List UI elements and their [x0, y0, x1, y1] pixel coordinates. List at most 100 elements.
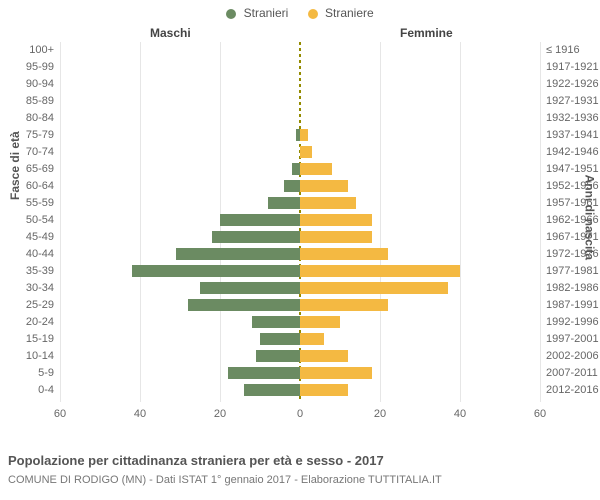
birth-years-label: 1967-1971: [546, 231, 600, 243]
female-bar: [300, 384, 348, 396]
birth-years-label: 1997-2001: [546, 333, 600, 345]
age-band-label: 90-94: [0, 78, 54, 90]
x-tick-label: 60: [40, 408, 80, 420]
birth-years-label: 1932-1936: [546, 112, 600, 124]
pyramid-row: 45-491967-1971: [60, 229, 540, 246]
pyramid-row: 80-841932-1936: [60, 110, 540, 127]
birth-years-label: 1987-1991: [546, 299, 600, 311]
age-band-label: 20-24: [0, 316, 54, 328]
male-bar: [188, 299, 300, 311]
age-band-label: 30-34: [0, 282, 54, 294]
birth-years-label: 1972-1976: [546, 248, 600, 260]
age-band-label: 95-99: [0, 61, 54, 73]
pyramid-row: 30-341982-1986: [60, 280, 540, 297]
pyramid-row: 20-241992-1996: [60, 314, 540, 331]
x-tick-label: 20: [200, 408, 240, 420]
pyramid-row: 10-142002-2006: [60, 348, 540, 365]
female-bar: [300, 350, 348, 362]
male-bar: [176, 248, 300, 260]
female-bar: [300, 282, 448, 294]
population-pyramid-chart: Stranieri Straniere Maschi Femmine Fasce…: [0, 0, 600, 500]
female-bar: [300, 214, 372, 226]
circle-icon: [226, 9, 236, 19]
age-band-label: 40-44: [0, 248, 54, 260]
female-bar: [300, 129, 308, 141]
male-bar: [228, 367, 300, 379]
birth-years-label: 1922-1926: [546, 78, 600, 90]
female-bar: [300, 248, 388, 260]
age-band-label: 60-64: [0, 180, 54, 192]
x-tick-label: 20: [360, 408, 400, 420]
birth-years-label: 1952-1956: [546, 180, 600, 192]
legend-label: Straniere: [325, 6, 374, 20]
x-tick-label: 0: [280, 408, 320, 420]
male-heading: Maschi: [150, 26, 191, 40]
pyramid-row: 90-941922-1926: [60, 76, 540, 93]
age-band-label: 75-79: [0, 129, 54, 141]
age-band-label: 10-14: [0, 350, 54, 362]
age-band-label: 45-49: [0, 231, 54, 243]
birth-years-label: 1947-1951: [546, 163, 600, 175]
female-bar: [300, 146, 312, 158]
pyramid-row: 85-891927-1931: [60, 93, 540, 110]
male-bar: [212, 231, 300, 243]
gridline: [540, 42, 541, 402]
pyramid-row: 0-42012-2016: [60, 382, 540, 399]
chart-subtitle: COMUNE DI RODIGO (MN) - Dati ISTAT 1° ge…: [8, 474, 442, 486]
male-bar: [260, 333, 300, 345]
x-tick-label: 60: [520, 408, 560, 420]
pyramid-row: 70-741942-1946: [60, 144, 540, 161]
pyramid-row: 75-791937-1941: [60, 127, 540, 144]
female-bar: [300, 180, 348, 192]
birth-years-label: ≤ 1916: [546, 44, 600, 56]
age-band-label: 80-84: [0, 112, 54, 124]
female-bar: [300, 197, 356, 209]
female-bar: [300, 231, 372, 243]
birth-years-label: 1942-1946: [546, 146, 600, 158]
legend-label: Stranieri: [244, 6, 289, 20]
pyramid-row: 100+≤ 1916: [60, 42, 540, 59]
birth-years-label: 2002-2006: [546, 350, 600, 362]
birth-years-label: 1982-1986: [546, 282, 600, 294]
birth-years-label: 1917-1921: [546, 61, 600, 73]
pyramid-row: 5-92007-2011: [60, 365, 540, 382]
birth-years-label: 1992-1996: [546, 316, 600, 328]
male-bar: [252, 316, 300, 328]
legend: Stranieri Straniere: [0, 6, 600, 20]
female-bar: [300, 333, 324, 345]
birth-years-label: 2007-2011: [546, 367, 600, 379]
pyramid-row: 95-991917-1921: [60, 59, 540, 76]
pyramid-row: 65-691947-1951: [60, 161, 540, 178]
male-bar: [220, 214, 300, 226]
pyramid-row: 50-541962-1966: [60, 212, 540, 229]
birth-years-label: 1957-1961: [546, 197, 600, 209]
bars-area: 100+≤ 191695-991917-192190-941922-192685…: [60, 42, 540, 402]
age-band-label: 65-69: [0, 163, 54, 175]
age-band-label: 85-89: [0, 95, 54, 107]
legend-item-female: Straniere: [308, 6, 374, 20]
age-band-label: 35-39: [0, 265, 54, 277]
male-bar: [256, 350, 300, 362]
male-bar: [200, 282, 300, 294]
female-bar: [300, 316, 340, 328]
age-band-label: 50-54: [0, 214, 54, 226]
x-axis: 6040200204060: [60, 408, 540, 426]
female-bar: [300, 265, 460, 277]
pyramid-row: 25-291987-1991: [60, 297, 540, 314]
female-heading: Femmine: [400, 26, 453, 40]
birth-years-label: 2012-2016: [546, 384, 600, 396]
age-band-label: 55-59: [0, 197, 54, 209]
pyramid-row: 35-391977-1981: [60, 263, 540, 280]
male-bar: [132, 265, 300, 277]
birth-years-label: 1977-1981: [546, 265, 600, 277]
circle-icon: [308, 9, 318, 19]
pyramid-row: 60-641952-1956: [60, 178, 540, 195]
age-band-label: 0-4: [0, 384, 54, 396]
female-bar: [300, 367, 372, 379]
legend-item-male: Stranieri: [226, 6, 291, 20]
male-bar: [292, 163, 300, 175]
x-tick-label: 40: [120, 408, 160, 420]
male-bar: [244, 384, 300, 396]
pyramid-row: 55-591957-1961: [60, 195, 540, 212]
age-band-label: 100+: [0, 44, 54, 56]
